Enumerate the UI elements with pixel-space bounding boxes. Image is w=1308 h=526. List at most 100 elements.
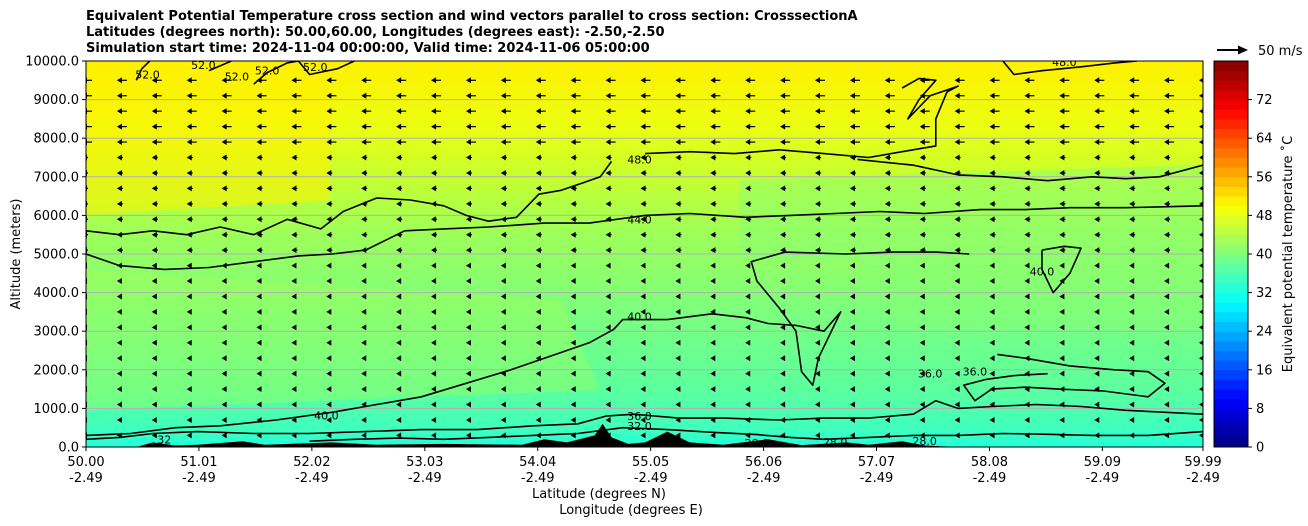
wind-vector — [500, 108, 511, 115]
contour-48 — [86, 160, 613, 236]
wind-vector — [745, 108, 756, 115]
colorbar-band — [1214, 147, 1248, 158]
wind-vector — [431, 139, 442, 146]
contour-label: 28.0 — [912, 435, 937, 448]
wind-vector — [431, 355, 437, 362]
wind-vector — [1199, 139, 1203, 145]
colorbar-band — [1214, 186, 1248, 197]
wind-vector — [326, 416, 332, 423]
contour-label: 32 — [157, 433, 171, 446]
wind-vector — [884, 370, 890, 377]
wind-vector — [361, 108, 372, 115]
wind-vector — [431, 324, 437, 331]
x-tick-label-lon: -2.49 — [295, 471, 329, 486]
wind-vector — [849, 231, 856, 238]
wind-vector — [326, 308, 332, 315]
colorbar-tick-label: 16 — [1256, 363, 1273, 378]
wind-vector — [256, 169, 263, 176]
wind-vector — [605, 370, 611, 377]
wind-vector — [640, 324, 646, 331]
wind-vector — [186, 308, 192, 315]
wind-vector — [361, 339, 367, 346]
wind-vector — [535, 216, 542, 223]
wind-vector — [815, 293, 821, 300]
wind-vector — [535, 308, 541, 315]
contour-label: 28.0 — [745, 437, 770, 450]
wind-vector — [151, 355, 157, 362]
wind-vector — [256, 185, 263, 192]
wind-vector — [1024, 293, 1030, 300]
wind-vector — [1129, 247, 1136, 254]
wind-vector — [570, 401, 576, 408]
wind-vector — [396, 308, 402, 315]
wind-vector — [256, 355, 262, 362]
wind-vector — [675, 247, 682, 254]
wind-vector — [291, 92, 302, 99]
wind-vector — [465, 200, 472, 207]
wind-vector — [1199, 77, 1203, 83]
colorbar-band — [1214, 205, 1248, 216]
contour-label: 32.0 — [627, 420, 652, 433]
wind-vector — [919, 108, 930, 115]
wind-vector — [1059, 308, 1065, 315]
wind-vector — [186, 401, 192, 408]
wind-vector — [780, 77, 791, 84]
wind-vector — [884, 154, 891, 161]
wind-vector — [291, 324, 297, 331]
wind-vector — [500, 416, 506, 423]
wind-vector — [361, 355, 367, 362]
wind-vector — [151, 308, 157, 315]
wind-vector — [640, 370, 646, 377]
wind-vector — [954, 416, 960, 423]
wind-vector — [326, 278, 332, 285]
wind-vector — [291, 200, 298, 207]
wind-vector — [186, 262, 192, 269]
wind-vector — [326, 370, 332, 377]
colorbar-band — [1214, 282, 1248, 294]
wind-vector — [116, 355, 122, 362]
wind-vector — [954, 231, 961, 238]
wind-vector — [116, 92, 127, 99]
wind-vector — [431, 262, 437, 269]
wind-vector — [640, 401, 646, 408]
wind-vector — [640, 185, 647, 192]
wind-vector — [291, 370, 297, 377]
wind-vector — [780, 386, 786, 393]
wind-vector — [710, 247, 717, 254]
chart-title-line-2: Latitudes (degrees north): 50.00,60.00, … — [86, 25, 665, 40]
wind-vector — [361, 231, 368, 238]
wind-vector — [989, 154, 996, 161]
wind-vector — [1129, 139, 1140, 146]
wind-vector — [745, 169, 752, 176]
wind-vector — [1059, 139, 1070, 146]
wind-vector — [465, 139, 476, 146]
wind-vector — [1059, 185, 1066, 192]
wind-vector — [675, 169, 682, 176]
wind-vector — [570, 324, 576, 331]
wind-vector — [919, 278, 925, 285]
wind-vector — [605, 278, 611, 285]
wind-vector — [1129, 169, 1136, 176]
wind-vector — [954, 355, 960, 362]
wind-vector — [570, 231, 577, 238]
y-tick-label: 3000.0 — [34, 325, 80, 340]
wind-vector — [1129, 308, 1135, 315]
wind-vector — [745, 401, 751, 408]
wind-vector — [431, 77, 442, 84]
wind-vector — [675, 154, 682, 161]
wind-vector — [1199, 108, 1203, 114]
wind-vector — [640, 77, 651, 84]
wind-vector — [221, 416, 227, 423]
wind-vector — [116, 416, 122, 423]
wind-vector — [919, 200, 926, 207]
y-tick-label: 7000.0 — [34, 170, 80, 185]
contour-label: 48.0 — [627, 153, 652, 166]
wind-vector — [186, 123, 197, 130]
wind-vector — [849, 123, 860, 130]
colorbar-tick-label: 8 — [1256, 402, 1264, 417]
wind-vector — [361, 262, 367, 269]
wind-vector — [396, 154, 403, 161]
wind-vector — [361, 293, 367, 300]
wind-vector — [1024, 324, 1030, 331]
